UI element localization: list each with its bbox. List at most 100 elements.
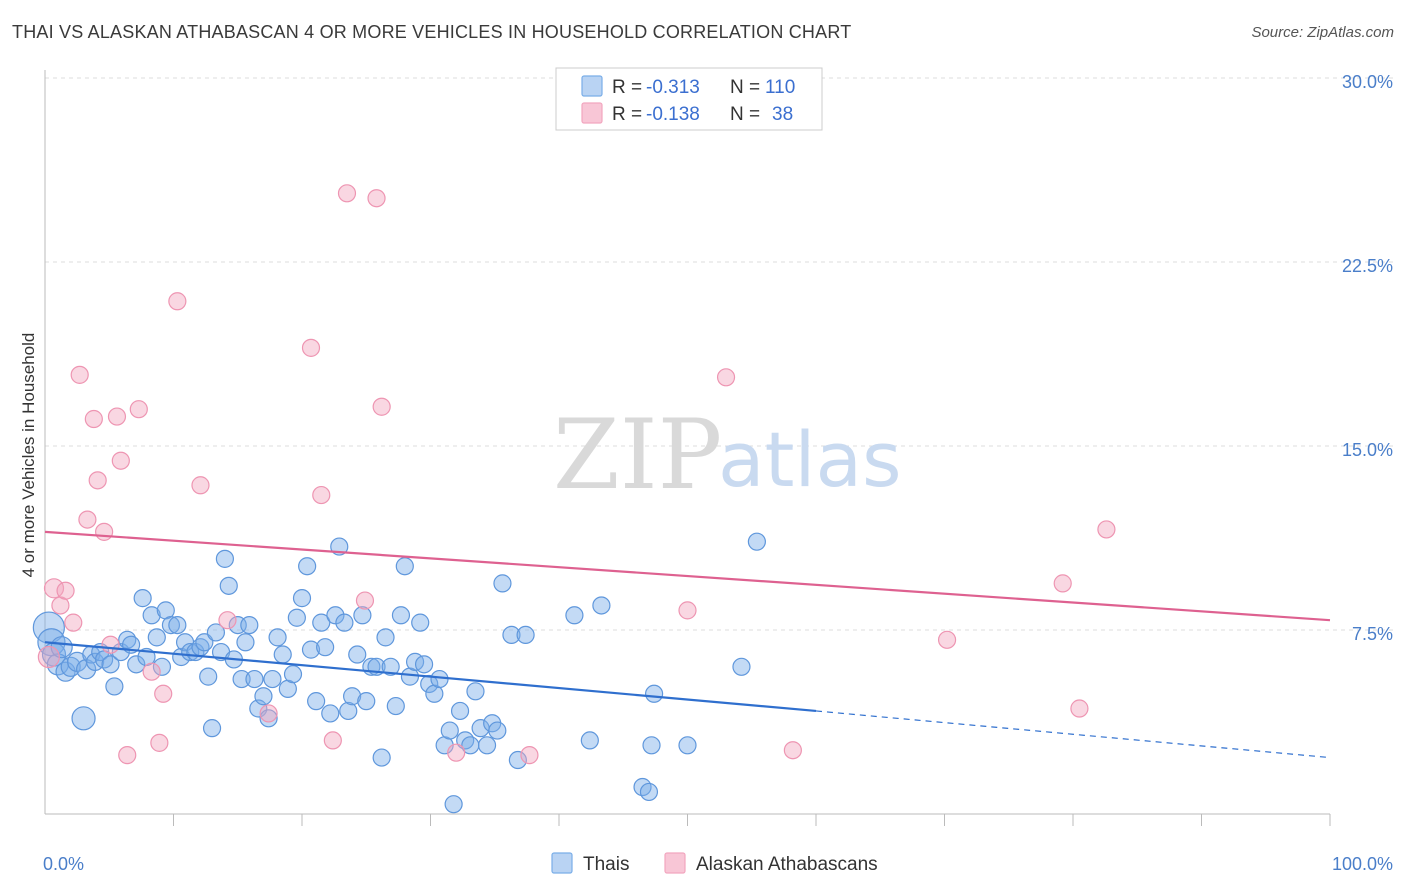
alaskan-point (372, 397, 391, 416)
legend-r-value-thai: -0.313 (646, 77, 700, 98)
thai-point (488, 721, 507, 740)
thai-point (240, 615, 259, 635)
y-tick-label: 22.5% (1342, 256, 1393, 276)
thai-point (357, 692, 376, 711)
thai-point (353, 606, 372, 625)
y-tick-labels: 7.5% 15.0% 22.5% 30.0% (1342, 72, 1393, 644)
alaskan-point (37, 645, 60, 669)
alaskan-point (78, 510, 97, 529)
y-tick-label: 30.0% (1342, 72, 1393, 92)
series-label-alaskan: Alaskan Athabascans (696, 854, 878, 875)
thai-point (444, 795, 463, 814)
thai-point (343, 687, 362, 706)
alaskan-point (129, 400, 148, 419)
thai-point (268, 628, 287, 647)
gridlines (45, 77, 1395, 631)
legend-swatch-thai (581, 75, 603, 97)
thai-point (161, 615, 181, 635)
alaskan-point (118, 746, 137, 765)
alaskan-point (355, 591, 375, 610)
trend-lines (44, 530, 1331, 759)
thai-point (168, 615, 187, 635)
alaskan-point (154, 684, 173, 703)
thai-point (219, 576, 238, 595)
thai-point (477, 736, 497, 755)
thai-point (639, 782, 659, 802)
thai-point (202, 719, 222, 738)
x-tick-label-max: 100.0% (1332, 854, 1393, 874)
alaskan-point (84, 409, 103, 429)
alaskan-point (88, 471, 107, 490)
legend-r-label-alaskan: R = (612, 104, 642, 125)
thai-point (259, 709, 278, 728)
watermark-atlas: atlas (718, 415, 902, 504)
thai-point (348, 645, 367, 664)
thai-point (414, 655, 434, 674)
thai-point (76, 659, 97, 680)
thai-point (133, 589, 152, 608)
y-axis-title: 4 or more Vehicles in Household (19, 333, 38, 578)
thai-point (316, 638, 335, 657)
watermark-zip: ZIP (553, 399, 722, 511)
x-ticks (173, 814, 1331, 826)
x-tick-label-min: 0.0% (43, 854, 84, 874)
alaskan-points (37, 184, 1116, 765)
thai-trend-line-extension (815, 710, 1331, 759)
thai-point (152, 657, 172, 676)
thai-point (312, 613, 331, 632)
thai-point (644, 684, 664, 703)
thai-point (321, 704, 340, 723)
alaskan-point (191, 476, 210, 495)
series-swatch-alaskan (664, 852, 686, 874)
alaskan-point (1070, 699, 1089, 718)
thai-point (301, 640, 321, 659)
thai-point (508, 750, 527, 770)
thai-point (254, 687, 273, 706)
alaskan-point (150, 733, 169, 752)
chart-title: THAI VS ALASKAN ATHABASCAN 4 OR MORE VEH… (12, 22, 852, 42)
alaskan-point (337, 184, 357, 203)
thai-point (642, 736, 661, 755)
alaskan-point (70, 365, 89, 384)
alaskan-point (520, 746, 539, 765)
series-label-thai: Thais (583, 854, 629, 875)
alaskan-point (43, 578, 65, 599)
thai-point (411, 613, 430, 632)
thai-point (199, 667, 218, 686)
alaskan-point (111, 451, 130, 470)
alaskan-point (56, 581, 75, 600)
thai-point (287, 608, 306, 627)
alaskan-point (447, 743, 466, 762)
thai-point (395, 557, 414, 576)
alaskan-point (107, 407, 127, 426)
thai-point (206, 623, 226, 642)
source-label: Source: ZipAtlas.com (1251, 24, 1394, 41)
thai-point (127, 655, 146, 674)
thai-point (565, 606, 584, 625)
alaskan-point (101, 635, 120, 654)
alaskan-point (323, 731, 342, 750)
thai-point (430, 669, 449, 689)
alaskan-trend-line (44, 530, 1331, 622)
thai-point (386, 696, 405, 716)
thai-point (263, 669, 282, 689)
thai-point (273, 645, 292, 664)
thai-point (440, 721, 459, 740)
thai-point (747, 532, 766, 551)
legend-r-value-alaskan: -0.138 (646, 104, 700, 125)
alaskan-point (716, 368, 736, 387)
thai-point (339, 701, 358, 721)
thai-point (466, 682, 485, 701)
alaskan-point (142, 662, 161, 681)
alaskan-point (218, 611, 237, 630)
alaskan-point (1053, 574, 1072, 593)
y-tick-label: 7.5% (1352, 624, 1393, 644)
alaskan-point (64, 613, 83, 632)
thai-point (516, 625, 535, 645)
legend-n-label-thai: N = (730, 77, 760, 98)
thai-point (372, 748, 391, 767)
alaskan-point (95, 522, 114, 541)
thai-point (592, 596, 611, 615)
alaskan-point (783, 741, 802, 760)
